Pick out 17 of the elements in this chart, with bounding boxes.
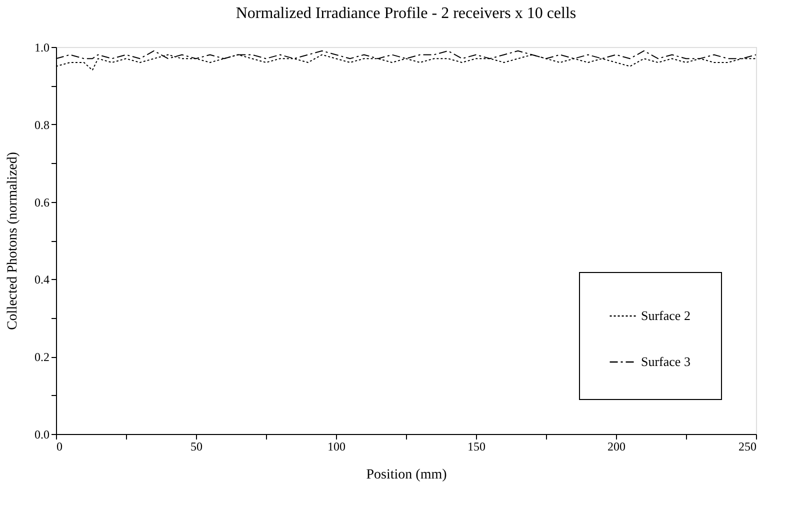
y-axis-title: Collected Photons (normalized) — [6, 152, 20, 330]
chart-title: Normalized Irradiance Profile - 2 receivers x 10 cells — [236, 5, 576, 22]
y-tick-label: 1.0 — [34, 40, 50, 54]
y-tick-label: 0.0 — [34, 428, 50, 442]
legend-label: Surface 2 — [641, 308, 690, 323]
x-axis-title: Position (mm) — [366, 468, 448, 482]
x-tick-label: 250 — [738, 440, 756, 454]
x-tick-label: 100 — [328, 440, 346, 454]
legend-label: Surface 3 — [641, 354, 690, 369]
x-tick-label: 200 — [608, 440, 626, 454]
y-tick-label: 0.8 — [34, 118, 50, 132]
x-tick-label: 150 — [468, 440, 486, 454]
x-tick-label: 0 — [56, 440, 62, 454]
y-tick-label: 0.6 — [34, 195, 50, 210]
y-tick-label: 0.2 — [34, 350, 50, 364]
x-tick-label: 50 — [190, 440, 202, 454]
y-tick-label: 0.4 — [34, 272, 50, 287]
